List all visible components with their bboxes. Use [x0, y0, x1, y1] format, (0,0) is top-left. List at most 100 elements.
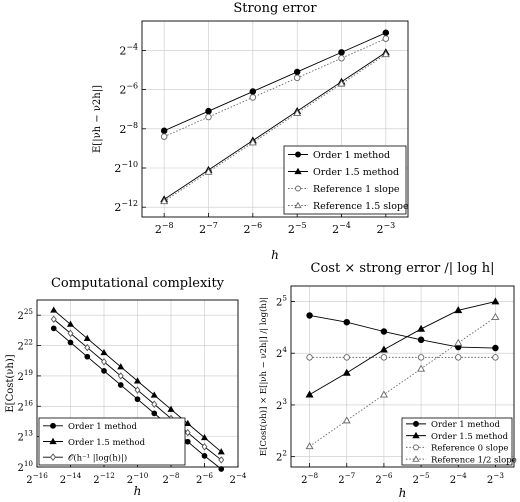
chart-title: Cost × strong error /| log h| — [311, 261, 495, 276]
y-tick-label: 23 — [276, 397, 287, 412]
data-point — [150, 391, 158, 398]
legend-entry: Order 1.5 method — [431, 432, 509, 442]
legend-marker — [413, 444, 419, 451]
series-3 — [306, 354, 499, 361]
x-tick-label: 2−6 — [244, 221, 263, 236]
data-point — [84, 343, 91, 352]
data-point — [205, 107, 212, 115]
data-point — [338, 49, 345, 56]
x-tick-label: 2−14 — [60, 471, 82, 486]
data-point — [201, 443, 208, 451]
data-point — [50, 325, 57, 332]
data-point — [248, 138, 257, 146]
data-point — [218, 466, 225, 472]
data-point — [184, 419, 192, 426]
legend: Order 1 method Order 1.5 method Reference … — [283, 145, 409, 215]
series-line — [163, 51, 387, 200]
series-1 — [160, 29, 390, 135]
legend-entry: Order 1.5 method — [68, 438, 146, 448]
y-tick-label: 222 — [17, 338, 33, 353]
x-tick-label: 2−4 — [332, 221, 351, 236]
legend-marker — [295, 185, 301, 192]
series-line — [309, 316, 496, 447]
data-point — [84, 353, 91, 360]
data-point — [382, 35, 390, 42]
chart-1: Strong error 2−8 2−7 2−6 2−5 2−4 2−3 2−12 2−10 2−… — [92, 1, 409, 262]
data-point — [200, 433, 209, 441]
legend-marker — [50, 422, 56, 429]
data-point — [160, 133, 168, 140]
y-tick-label: 2−10 — [114, 160, 138, 175]
y-tick-label: 225 — [17, 307, 33, 322]
data-point — [160, 197, 169, 205]
chart-2: Computational complexity 2−16 2−14 2−12 2−10… — [5, 276, 247, 498]
data-point — [381, 50, 390, 58]
x-tick-label: 2−10 — [127, 471, 149, 486]
data-point — [454, 338, 463, 346]
series-1 — [50, 325, 225, 472]
y-tick-label: 22 — [276, 449, 287, 464]
y-tick-label: 210 — [17, 459, 33, 474]
data-point — [218, 456, 225, 464]
y-tick-label: 213 — [17, 429, 33, 444]
series-line — [309, 315, 496, 349]
series-1 — [306, 312, 499, 352]
data-point — [205, 113, 212, 121]
data-point — [337, 79, 346, 87]
data-point — [184, 428, 191, 437]
y-axis-label: E[Cost(νh)] — [5, 354, 16, 412]
data-point — [100, 348, 108, 356]
data-point — [380, 354, 388, 361]
plot-frame — [290, 285, 515, 468]
series-line — [309, 301, 496, 395]
x-tick-label: 2−8 — [163, 471, 180, 486]
data-point — [83, 334, 91, 341]
data-point — [305, 442, 314, 450]
legend-box — [38, 417, 186, 466]
series-2 — [50, 306, 225, 455]
legend-entry: Order 1 method — [68, 422, 137, 432]
legend-box — [401, 417, 513, 466]
x-axis-label: h — [134, 484, 142, 498]
data-point — [379, 390, 388, 398]
legend-box — [283, 145, 407, 215]
data-point — [293, 68, 301, 76]
data-point — [117, 372, 124, 380]
x-tick-label: 2−7 — [338, 471, 355, 486]
data-point — [117, 363, 125, 370]
data-point — [249, 94, 257, 101]
data-point — [417, 324, 426, 332]
data-point — [293, 108, 302, 116]
y-tick-label: 2−8 — [119, 121, 138, 136]
series-4 — [305, 312, 500, 450]
legend-entry: Reference 1/2 slope — [431, 455, 517, 465]
data-point — [306, 312, 313, 319]
legend-entry: 𝒪(h⁻¹ |log(h)|) — [68, 452, 127, 463]
legend-marker — [49, 437, 57, 445]
data-point — [305, 390, 314, 398]
data-point — [50, 306, 58, 313]
data-point — [167, 405, 175, 412]
series-line — [163, 53, 387, 202]
data-point — [491, 297, 500, 305]
legend-entry: Order 1.5 method — [313, 167, 399, 178]
data-point — [151, 400, 158, 408]
legend-entry: Order 1 method — [431, 420, 500, 430]
data-point — [201, 453, 208, 459]
legend-marker — [295, 151, 301, 158]
x-tick-label: 2−8 — [301, 471, 318, 486]
series-3 — [50, 315, 225, 464]
x-axis-label: h — [271, 248, 279, 262]
series-4 — [160, 50, 390, 205]
y-tick-label: 216 — [17, 398, 33, 413]
data-point — [382, 29, 390, 37]
x-tick-label: 2−6 — [196, 471, 213, 486]
legend-marker — [294, 201, 302, 209]
legend-entry: Reference 1.5 slope — [313, 201, 409, 212]
y-tick-label: 2−12 — [114, 199, 138, 214]
data-point — [50, 315, 57, 323]
data-point — [306, 354, 313, 361]
chart-title: Strong error — [233, 1, 317, 16]
chart-title: Computational complexity — [51, 276, 225, 291]
data-point — [133, 377, 142, 384]
